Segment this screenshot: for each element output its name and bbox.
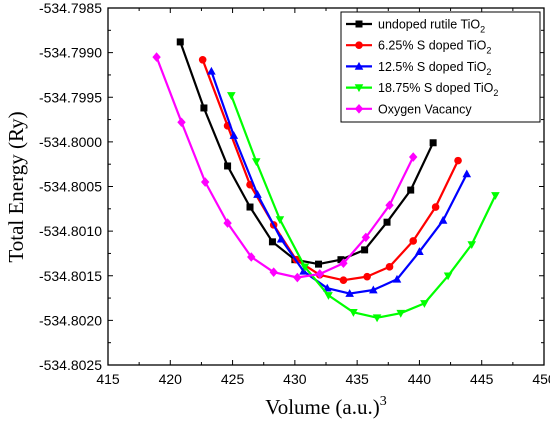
data-point xyxy=(385,263,394,271)
data-point xyxy=(224,162,232,170)
x-tick-label: 415 xyxy=(96,371,120,387)
y-tick-label: -534.8020 xyxy=(39,312,102,328)
y-tick-label: -534.8000 xyxy=(39,134,102,150)
y-axis: -534.8025 -534.8020 -534.8015 -534.8010 -534… xyxy=(39,0,544,373)
data-point xyxy=(200,104,208,112)
legend: undoped rutile TiO2 6.25% S doped TiO2 12.… xyxy=(340,11,541,123)
data-point xyxy=(198,55,207,64)
data-point xyxy=(207,66,216,75)
data-point xyxy=(407,186,415,194)
data-point xyxy=(200,177,210,187)
legend-marker xyxy=(354,104,364,114)
legend-label: 6.25% S doped TiO2 xyxy=(378,39,491,56)
data-point xyxy=(438,215,448,224)
legend-marker xyxy=(354,61,364,70)
x-tick-label: 430 xyxy=(283,371,307,387)
series-layer xyxy=(152,38,500,323)
x-tick-label: 420 xyxy=(159,371,183,387)
data-point xyxy=(361,246,369,254)
data-point xyxy=(454,156,462,165)
y-axis-title: Total Energy (Ry) xyxy=(4,111,28,262)
x-tick-label: 435 xyxy=(345,371,369,387)
data-point xyxy=(339,258,348,269)
data-point xyxy=(246,203,254,211)
series-group xyxy=(207,66,472,297)
data-point xyxy=(372,314,382,323)
x-tick-label: 445 xyxy=(470,371,494,387)
series-line xyxy=(210,71,468,295)
series-group xyxy=(198,55,462,285)
data-point xyxy=(429,139,437,147)
data-point xyxy=(315,260,323,268)
data-point xyxy=(253,190,262,198)
y-tick-label: -534.7985 xyxy=(39,0,102,16)
y-tick-label: -534.8015 xyxy=(39,268,102,284)
data-point xyxy=(409,237,418,245)
x-tick-label: 425 xyxy=(221,371,245,387)
legend-marker xyxy=(355,41,363,49)
x-tick-label: 450 xyxy=(532,371,550,387)
data-point xyxy=(409,152,418,162)
data-point xyxy=(276,234,286,243)
legend-box xyxy=(340,11,541,123)
data-point xyxy=(383,218,391,226)
legend-label: Oxygen Vacancy xyxy=(378,102,472,116)
data-point xyxy=(269,267,278,277)
data-point xyxy=(275,216,285,225)
data-point xyxy=(247,252,256,262)
data-point xyxy=(176,38,184,46)
data-point xyxy=(300,263,310,272)
y-tick-label: -534.8025 xyxy=(39,357,102,373)
data-point xyxy=(324,292,333,300)
x-tick-label: 440 xyxy=(408,371,432,387)
data-point xyxy=(268,238,276,246)
data-point xyxy=(467,241,477,250)
data-point xyxy=(462,169,472,178)
y-tick-label: -534.8010 xyxy=(39,223,102,239)
data-point xyxy=(396,309,406,318)
data-point xyxy=(363,272,371,281)
series-group xyxy=(176,38,437,268)
series-line xyxy=(155,56,415,279)
series-line xyxy=(201,59,459,282)
data-point xyxy=(299,266,308,275)
series-group xyxy=(227,92,500,323)
legend-label: undoped rutile TiO2 xyxy=(378,18,485,35)
data-point xyxy=(361,232,371,243)
series-line xyxy=(230,95,497,319)
data-point xyxy=(251,158,261,167)
data-point xyxy=(229,131,239,139)
data-point xyxy=(345,289,354,297)
data-point xyxy=(443,272,453,281)
series-group xyxy=(152,52,418,283)
x-axis: 415 420 425 430 435 440 445 450 xyxy=(96,8,550,387)
y-tick-label: -534.7995 xyxy=(39,89,102,105)
data-point xyxy=(337,256,345,264)
data-point xyxy=(431,203,440,211)
legend-marker xyxy=(354,84,364,93)
data-point xyxy=(420,300,429,308)
data-point xyxy=(369,285,378,294)
y-tick-label: -534.7990 xyxy=(39,45,102,61)
legend-label: 18.75% S doped TiO2 xyxy=(378,81,498,98)
data-point xyxy=(152,52,161,62)
data-point xyxy=(223,218,232,228)
data-point xyxy=(293,272,302,283)
data-point xyxy=(349,309,358,317)
legend-label: 12.5% S doped TiO2 xyxy=(378,60,491,77)
data-point xyxy=(227,92,236,100)
data-point xyxy=(415,247,424,255)
y-tick-label: -534.8005 xyxy=(39,179,102,195)
data-point xyxy=(315,269,324,279)
data-point xyxy=(339,276,348,285)
data-point xyxy=(385,200,394,211)
data-point xyxy=(177,117,186,128)
x-axis-title: Volume (a.u.)3 xyxy=(265,394,387,419)
data-point xyxy=(491,192,500,200)
series-line xyxy=(179,41,435,266)
legend-marker xyxy=(355,20,363,28)
data-point xyxy=(392,274,402,283)
